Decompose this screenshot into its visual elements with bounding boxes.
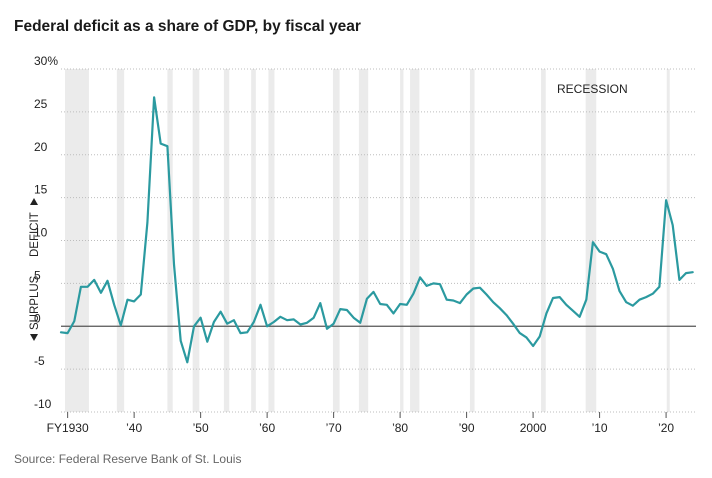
recession-band xyxy=(666,69,670,412)
recession-band xyxy=(410,69,420,412)
y-tick-label: 30% xyxy=(34,54,58,68)
recession-band xyxy=(167,69,173,412)
gridlines xyxy=(61,68,696,413)
recession-band xyxy=(116,69,125,412)
x-tick-label: ’20 xyxy=(658,421,674,435)
series-layer xyxy=(59,96,694,364)
x-axis-tick-labels: FY1930 ’40 ’50 ’60 ’70 ’80 ’90 2000 ’10 ’20 xyxy=(47,412,674,435)
y-tick-label: 25 xyxy=(34,97,48,111)
recession-band xyxy=(332,69,340,412)
y-tick-label: 0 xyxy=(34,311,41,325)
deficit-arrow-icon xyxy=(30,198,38,205)
x-tick-label: ’70 xyxy=(326,421,342,435)
x-tick-label: ’90 xyxy=(459,421,475,435)
y-tick-label: -10 xyxy=(34,397,52,411)
x-tick-label: ’10 xyxy=(592,421,608,435)
recession-band xyxy=(192,69,200,412)
surplus-label: SURPLUS xyxy=(29,275,41,330)
surplus-arrow-icon xyxy=(30,334,38,341)
recession-band xyxy=(358,69,369,412)
y-tick-label: 5 xyxy=(34,268,41,282)
deficit-label: DEFICIT xyxy=(29,212,41,257)
recession-band xyxy=(541,69,546,412)
y-tick-label: 20 xyxy=(34,140,48,154)
x-tick-label: ’60 xyxy=(259,421,275,435)
x-tick-label: 2000 xyxy=(520,421,547,435)
chart-title: Federal deficit as a share of GDP, by fi… xyxy=(14,18,361,35)
y-tick-label: 10 xyxy=(34,226,48,240)
x-tick-label: ’40 xyxy=(126,421,142,435)
recession-band xyxy=(585,69,597,412)
x-tick-label: ’50 xyxy=(193,421,209,435)
source-note: Source: Federal Reserve Bank of St. Loui… xyxy=(14,452,242,466)
deficit-series-line xyxy=(59,96,694,364)
x-tick-label: FY1930 xyxy=(47,421,89,435)
recession-label: RECESSION xyxy=(557,82,628,96)
y-tick-label: -5 xyxy=(34,354,45,368)
y-tick-label: 15 xyxy=(34,183,48,197)
recession-band xyxy=(400,69,404,412)
y-axis-tick-labels: 30% 25 20 15 10 5 0 -5 -10 xyxy=(34,54,58,411)
deficit-surplus-axis-label: SURPLUS DEFICIT xyxy=(29,198,41,341)
x-tick-label: ’80 xyxy=(392,421,408,435)
